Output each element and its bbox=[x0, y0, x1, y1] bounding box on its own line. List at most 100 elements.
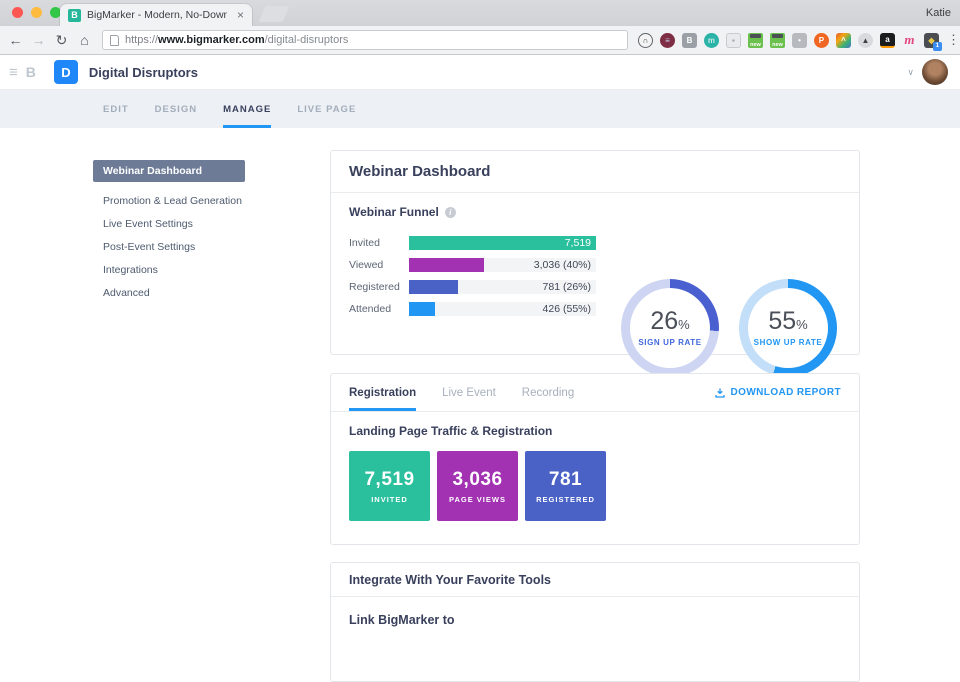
back-icon[interactable]: ← bbox=[8, 32, 23, 48]
webinar-funnel-chart: Invited 7,519 Viewed 3,036 (40%) Registe… bbox=[349, 236, 596, 316]
url-text[interactable]: https://www.bigmarker.com/digital-disrup… bbox=[125, 34, 348, 46]
close-window-icon[interactable] bbox=[12, 7, 23, 18]
browser-menu-icon[interactable]: ⋮ bbox=[946, 32, 960, 47]
funnel-row-attended: Attended 426 (55%) bbox=[349, 302, 596, 316]
m-circle-extension-icon[interactable]: m bbox=[703, 32, 719, 48]
download-report-button[interactable]: DOWNLOAD REPORT bbox=[714, 374, 841, 411]
webinar-dashboard-card: Webinar Dashboard Webinar Funnel i Invit… bbox=[330, 150, 860, 377]
product-hunt-extension-icon[interactable]: P bbox=[813, 32, 829, 48]
funnel-title-text: Webinar Funnel bbox=[349, 205, 439, 219]
integrate-title: Integrate With Your Favorite Tools bbox=[331, 563, 859, 597]
avatar[interactable] bbox=[922, 59, 948, 85]
funnel-bar bbox=[409, 302, 436, 316]
download-report-label: DOWNLOAD REPORT bbox=[730, 387, 841, 398]
sidebar-item-advanced[interactable]: Advanced bbox=[103, 287, 150, 299]
report-card: Registration Live Event Recording DOWNLO… bbox=[330, 373, 860, 545]
funnel-bar-track: 781 (26%) bbox=[409, 280, 596, 294]
sidebar-item-integrations[interactable]: Integrations bbox=[103, 264, 158, 276]
ghost-circle-extension-icon[interactable]: ▲ bbox=[857, 32, 873, 48]
sidebar-item-live-event-settings[interactable]: Live Event Settings bbox=[103, 218, 193, 230]
sidebar-item-post-event-settings[interactable]: Post-Event Settings bbox=[103, 241, 196, 253]
funnel-value: 3,036 (40%) bbox=[533, 259, 591, 271]
person-square-extension-icon[interactable]: • bbox=[791, 32, 807, 48]
tab-close-icon[interactable]: × bbox=[236, 8, 244, 22]
screenshot-extension-icon[interactable]: ▪ bbox=[725, 32, 741, 48]
tab-recording[interactable]: Recording bbox=[521, 386, 575, 399]
funnel-bar bbox=[409, 236, 596, 250]
app-header: ≡ B D Digital Disruptors ∨ bbox=[0, 55, 960, 90]
new-bed-extension-icon[interactable]: new bbox=[747, 32, 763, 48]
funnel-label: Attended bbox=[349, 303, 392, 315]
sidebar-item-webinar-dashboard[interactable]: Webinar Dashboard bbox=[93, 160, 245, 182]
funnel-bar-track: 3,036 (40%) bbox=[409, 258, 596, 272]
reload-icon[interactable]: ↻ bbox=[55, 31, 68, 48]
funnel-row-viewed: Viewed 3,036 (40%) bbox=[349, 258, 596, 272]
globe-flag-extension-icon[interactable]: ≡ bbox=[659, 32, 675, 48]
tab-registration[interactable]: Registration bbox=[349, 374, 417, 411]
stat-label: PAGE VIEWS bbox=[449, 494, 506, 504]
landing-page-traffic-title: Landing Page Traffic & Registration bbox=[349, 424, 553, 438]
sidebar-item-promotion-lead-generation[interactable]: Promotion & Lead Generation bbox=[103, 195, 242, 207]
forward-icon[interactable]: → bbox=[31, 32, 46, 48]
show-up-rate-label: SHOW UP RATE bbox=[753, 338, 823, 347]
new-tab-button[interactable] bbox=[258, 6, 290, 22]
funnel-value: 781 (26%) bbox=[542, 281, 591, 293]
chrome-profile-name[interactable]: Katie bbox=[925, 7, 951, 19]
zoom-window-icon[interactable] bbox=[50, 7, 61, 18]
browser-toolbar: ← → ↻ ⌂ https://www.bigmarker.com/digita… bbox=[0, 26, 960, 55]
notifier-extension-icon[interactable]: ◆ 1 bbox=[923, 32, 942, 51]
stat-card-registered: 781 REGISTERED bbox=[525, 451, 606, 521]
stat-label: REGISTERED bbox=[536, 494, 595, 504]
headset-extension-icon[interactable]: ∩ bbox=[637, 32, 653, 48]
page-info-icon[interactable] bbox=[110, 34, 119, 46]
tab-live-event[interactable]: Live Event bbox=[442, 386, 496, 399]
new-bed-extension-icon-2[interactable]: new bbox=[769, 32, 785, 48]
minimize-window-icon[interactable] bbox=[31, 7, 42, 18]
funnel-value: 426 (55%) bbox=[542, 303, 591, 315]
info-icon[interactable]: i bbox=[444, 206, 456, 218]
collapse-sidebar-icon[interactable]: ≡ bbox=[9, 63, 18, 81]
report-tabs: Registration Live Event Recording DOWNLO… bbox=[331, 374, 859, 412]
tab-title: BigMarker - Modern, No-Down bbox=[87, 9, 227, 21]
address-bar[interactable]: https://www.bigmarker.com/digital-disrup… bbox=[102, 30, 628, 50]
link-bigmarker-partial-text: Link BigMarker to bbox=[349, 613, 455, 627]
tab-design[interactable]: DESIGN bbox=[154, 103, 198, 115]
cursive-m-extension-icon[interactable]: m bbox=[904, 32, 915, 47]
webinar-subnav: EDIT DESIGN MANAGE LIVE PAGE bbox=[0, 90, 960, 128]
home-icon[interactable]: ⌂ bbox=[80, 32, 89, 48]
amazon-extension-icon[interactable]: a bbox=[879, 32, 895, 48]
funnel-bar bbox=[409, 258, 484, 272]
b-square-extension-icon[interactable]: B bbox=[681, 32, 697, 48]
funnel-row-registered: Registered 781 (26%) bbox=[349, 280, 596, 294]
funnel-row-invited: Invited 7,519 bbox=[349, 236, 596, 250]
funnel-label: Invited bbox=[349, 237, 380, 249]
tab-live-page[interactable]: LIVE PAGE bbox=[297, 103, 357, 115]
sign-up-rate-value: 26% bbox=[650, 307, 690, 335]
funnel-bar bbox=[409, 280, 458, 294]
url-domain: www.bigmarker.com bbox=[158, 34, 265, 46]
browser-tab[interactable]: B BigMarker - Modern, No-Down × bbox=[60, 4, 252, 26]
tab-manage[interactable]: MANAGE bbox=[223, 90, 272, 128]
rainbow-extension-icon[interactable]: ^ bbox=[835, 32, 851, 48]
webinar-title: Digital Disruptors bbox=[88, 64, 198, 80]
browser-titlebar: B BigMarker - Modern, No-Down × Katie bbox=[0, 0, 960, 26]
chevron-down-icon[interactable]: ∨ bbox=[907, 66, 914, 77]
sign-up-rate-label: SIGN UP RATE bbox=[638, 338, 702, 347]
stat-card-page-views: 3,036 PAGE VIEWS bbox=[437, 451, 518, 521]
traffic-lights bbox=[12, 7, 61, 18]
stat-card-invited: 7,519 INVITED bbox=[349, 451, 430, 521]
download-icon bbox=[714, 388, 725, 398]
tab-favicon-icon: B bbox=[68, 8, 81, 22]
stat-label: INVITED bbox=[371, 494, 408, 504]
funnel-label: Registered bbox=[349, 281, 400, 293]
funnel-section-title: Webinar Funnel i bbox=[349, 205, 841, 219]
sign-up-rate-donut: 26% SIGN UP RATE bbox=[621, 279, 719, 377]
rate-donut-charts: 26% SIGN UP RATE 55% SHOW UP RATE bbox=[621, 279, 837, 377]
url-scheme: https:// bbox=[125, 34, 159, 46]
webinar-logo[interactable]: D bbox=[53, 60, 78, 84]
stat-value: 3,036 bbox=[452, 468, 503, 490]
tab-edit[interactable]: EDIT bbox=[103, 103, 129, 115]
funnel-bar-track: 426 (55%) bbox=[409, 302, 596, 316]
show-up-rate-value: 55% bbox=[768, 307, 808, 335]
